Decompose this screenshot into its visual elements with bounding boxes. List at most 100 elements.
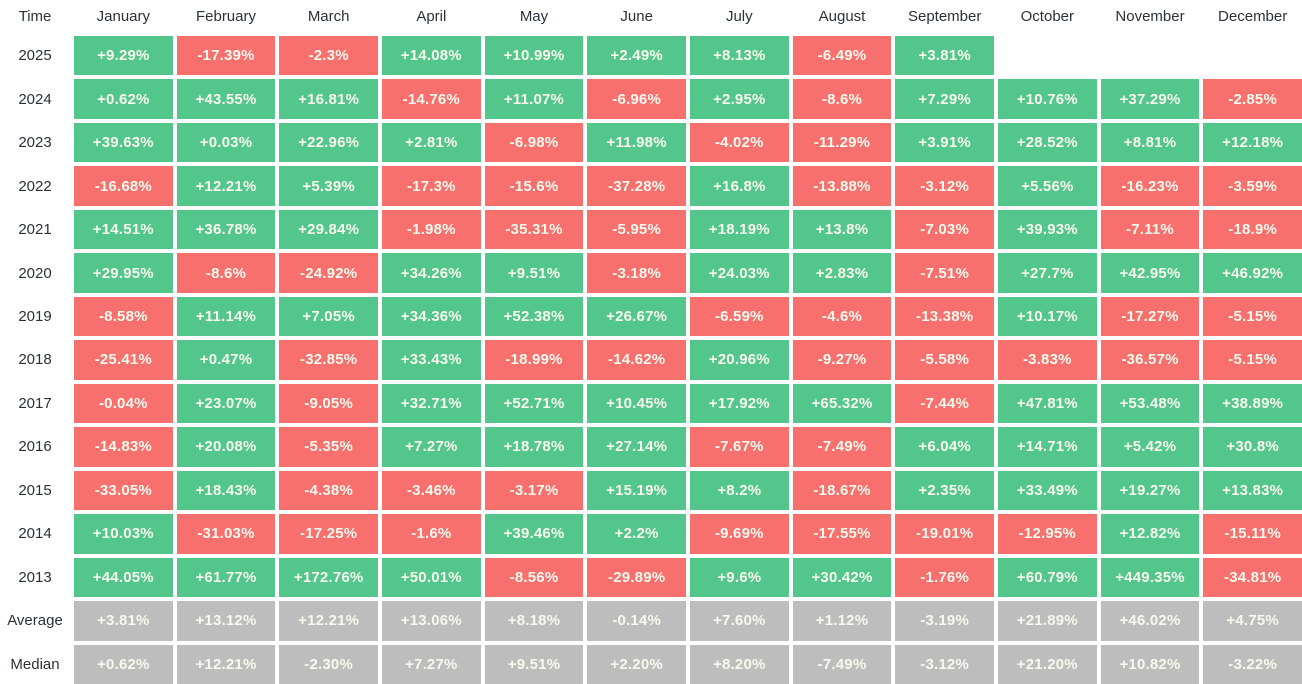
return-cell-2019-december: -5.15% (1203, 296, 1302, 337)
return-cell-average-october: +21.89% (997, 601, 1097, 641)
return-cell-2017-september: -7.44% (895, 383, 994, 424)
return-cell-2016-may: +18.78% (484, 427, 584, 467)
return-cell-2022-july: +16.8% (689, 166, 789, 206)
return-cell-2016-november: +5.42% (1100, 427, 1200, 467)
column-header-december: December (1218, 7, 1288, 25)
return-cell-2025-april: +14.08% (381, 36, 481, 76)
return-cell-2019-october: +10.17% (997, 296, 1097, 337)
return-cell-average-may: +8.18% (484, 601, 584, 641)
return-cell-2022-august: -13.88% (792, 166, 892, 206)
return-cell-median-december: -3.22% (1203, 644, 1302, 684)
return-cell-2016-january: -14.83% (74, 427, 173, 467)
return-cell-2019-november: -17.27% (1100, 296, 1200, 337)
return-cell-2018-february: +0.47% (176, 340, 276, 380)
return-cell-2018-april: +33.43% (381, 340, 481, 380)
return-cell-2023-september: +3.91% (895, 122, 994, 163)
return-cell-2021-june: -5.95% (587, 209, 686, 250)
return-cell-2024-october: +10.76% (997, 79, 1097, 119)
return-cell-2013-july: +9.6% (689, 557, 789, 598)
return-cell-2024-june: -6.96% (587, 79, 686, 119)
return-cell-2014-april: -1.6% (381, 514, 481, 554)
return-cell-2015-april: -3.46% (381, 470, 481, 511)
return-cell-2013-january: +44.05% (74, 557, 173, 598)
return-cell-2019-april: +34.36% (381, 296, 481, 337)
return-cell-2022-september: -3.12% (895, 166, 994, 206)
return-cell-2019-january: -8.58% (74, 296, 173, 337)
return-cell-median-october: +21.20% (997, 644, 1097, 684)
return-cell-2024-april: -14.76% (381, 79, 481, 119)
return-cell-median-january: +0.62% (74, 644, 173, 684)
return-cell-2020-november: +42.95% (1100, 253, 1200, 293)
return-cell-median-september: -3.12% (895, 644, 994, 684)
return-cell-2014-october: -12.95% (997, 514, 1097, 554)
return-cell-2018-july: +20.96% (689, 340, 789, 380)
return-cell-2018-may: -18.99% (484, 340, 584, 380)
row-label-2020: 2020 (18, 264, 52, 282)
return-cell-2014-january: +10.03% (74, 514, 173, 554)
return-cell-2016-july: -7.67% (689, 427, 789, 467)
row-label-2016: 2016 (18, 438, 52, 456)
return-cell-2018-june: -14.62% (587, 340, 686, 380)
return-cell-2022-february: +12.21% (176, 166, 276, 206)
row-label-2015: 2015 (18, 481, 52, 499)
return-cell-2020-january: +29.95% (74, 253, 173, 293)
return-cell-2013-december: -34.81% (1203, 557, 1302, 598)
row-label-2025: 2025 (18, 47, 52, 65)
return-cell-median-february: +12.21% (176, 644, 276, 684)
return-cell-median-april: +7.27% (381, 644, 481, 684)
return-cell-2013-february: +61.77% (176, 557, 276, 598)
return-cell-median-november: +10.82% (1100, 644, 1200, 684)
return-cell-2013-november: +449.35% (1100, 557, 1200, 598)
return-cell-average-september: -3.19% (895, 601, 994, 641)
return-cell-average-august: +1.12% (792, 601, 892, 641)
return-cell-2022-april: -17.3% (381, 166, 481, 206)
row-label-median: Median (10, 655, 60, 673)
return-cell-2013-october: +60.79% (997, 557, 1097, 598)
return-cell-2023-november: +8.81% (1100, 122, 1200, 163)
return-cell-2021-july: +18.19% (689, 209, 789, 250)
return-cell-2017-december: +38.89% (1203, 383, 1302, 424)
return-cell-2025-march: -2.3% (279, 36, 378, 76)
return-cell-2022-march: +5.39% (279, 166, 378, 206)
return-cell-2022-october: +5.56% (997, 166, 1097, 206)
return-cell-2024-november: +37.29% (1100, 79, 1200, 119)
return-cell-2025-august: -6.49% (792, 36, 892, 76)
column-header-september: September (907, 7, 982, 25)
return-cell-median-may: +9.51% (484, 644, 584, 684)
return-cell-2023-april: +2.81% (381, 122, 481, 163)
return-cell-2017-january: -0.04% (74, 383, 173, 424)
column-header-june: June (620, 7, 653, 25)
return-cell-2024-february: +43.55% (176, 79, 276, 119)
return-cell-2023-july: -4.02% (689, 122, 789, 163)
return-cell-2015-august: -18.67% (792, 470, 892, 511)
return-cell-average-february: +13.12% (176, 601, 276, 641)
return-cell-average-july: +7.60% (689, 601, 789, 641)
return-cell-2018-september: -5.58% (895, 340, 994, 380)
return-cell-median-august: -7.49% (792, 644, 892, 684)
return-cell-2013-september: -1.76% (895, 557, 994, 598)
empty-cell (998, 36, 1097, 75)
return-cell-average-december: +4.75% (1203, 601, 1302, 641)
return-cell-2022-june: -37.28% (587, 166, 686, 206)
return-cell-2013-may: -8.56% (484, 557, 584, 598)
return-cell-2015-november: +19.27% (1100, 470, 1200, 511)
column-header-october: October (1020, 7, 1074, 25)
empty-cell (1101, 36, 1200, 75)
column-header-february: February (195, 7, 256, 25)
return-cell-2016-april: +7.27% (381, 427, 481, 467)
return-cell-2018-october: -3.83% (997, 340, 1097, 380)
return-cell-median-july: +8.20% (689, 644, 789, 684)
return-cell-2015-march: -4.38% (279, 470, 378, 511)
column-header-time: Time (18, 7, 52, 25)
return-cell-2017-february: +23.07% (176, 383, 276, 424)
return-cell-average-june: -0.14% (587, 601, 686, 641)
return-cell-2017-october: +47.81% (997, 383, 1097, 424)
row-label-2021: 2021 (18, 221, 52, 239)
return-cell-2024-may: +11.07% (484, 79, 584, 119)
return-cell-2019-july: -6.59% (689, 296, 789, 337)
return-cell-2016-december: +30.8% (1203, 427, 1302, 467)
return-cell-2015-may: -3.17% (484, 470, 584, 511)
return-cell-median-june: +2.20% (587, 644, 686, 684)
return-cell-2014-november: +12.82% (1100, 514, 1200, 554)
